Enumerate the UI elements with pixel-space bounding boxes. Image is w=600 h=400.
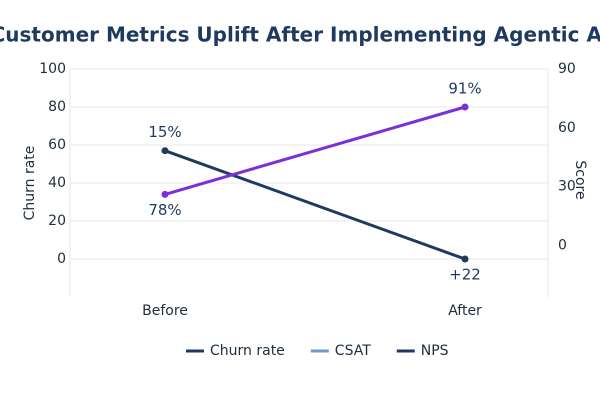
y-tick-label: 40: [48, 175, 66, 191]
annotation: 78%: [148, 201, 181, 219]
y2-tick-label: 90: [558, 61, 576, 77]
y-tick-label: 80: [48, 99, 66, 115]
line: [164, 149, 466, 261]
y-axis-label: Churn rate: [22, 146, 38, 221]
annotation: +22: [449, 266, 481, 284]
y2-tick-label: 30: [558, 179, 576, 195]
chart-title: Customer Metrics Uplift After Implementi…: [0, 23, 600, 47]
y-tick-label: 60: [48, 137, 66, 153]
x-tick-label: Before: [142, 303, 188, 319]
point: [461, 255, 469, 263]
y2-tick-label: 60: [558, 120, 576, 136]
y2-axis-label: Score: [572, 160, 588, 199]
y-tick-label: 0: [57, 251, 66, 267]
line: [164, 105, 466, 196]
legend-label: CSAT: [335, 343, 371, 359]
point: [461, 103, 469, 111]
annotation: 91%: [448, 80, 481, 98]
y-tick-label: 100: [39, 61, 66, 77]
point: [161, 147, 169, 155]
point: [161, 190, 169, 198]
legend-label: Churn rate: [210, 343, 285, 359]
x-tick-label: After: [448, 303, 482, 319]
annotation: 15%: [148, 123, 181, 141]
y-tick-label: 20: [48, 213, 66, 229]
y2-tick-label: 0: [558, 237, 567, 253]
legend-label: NPS: [421, 343, 449, 359]
